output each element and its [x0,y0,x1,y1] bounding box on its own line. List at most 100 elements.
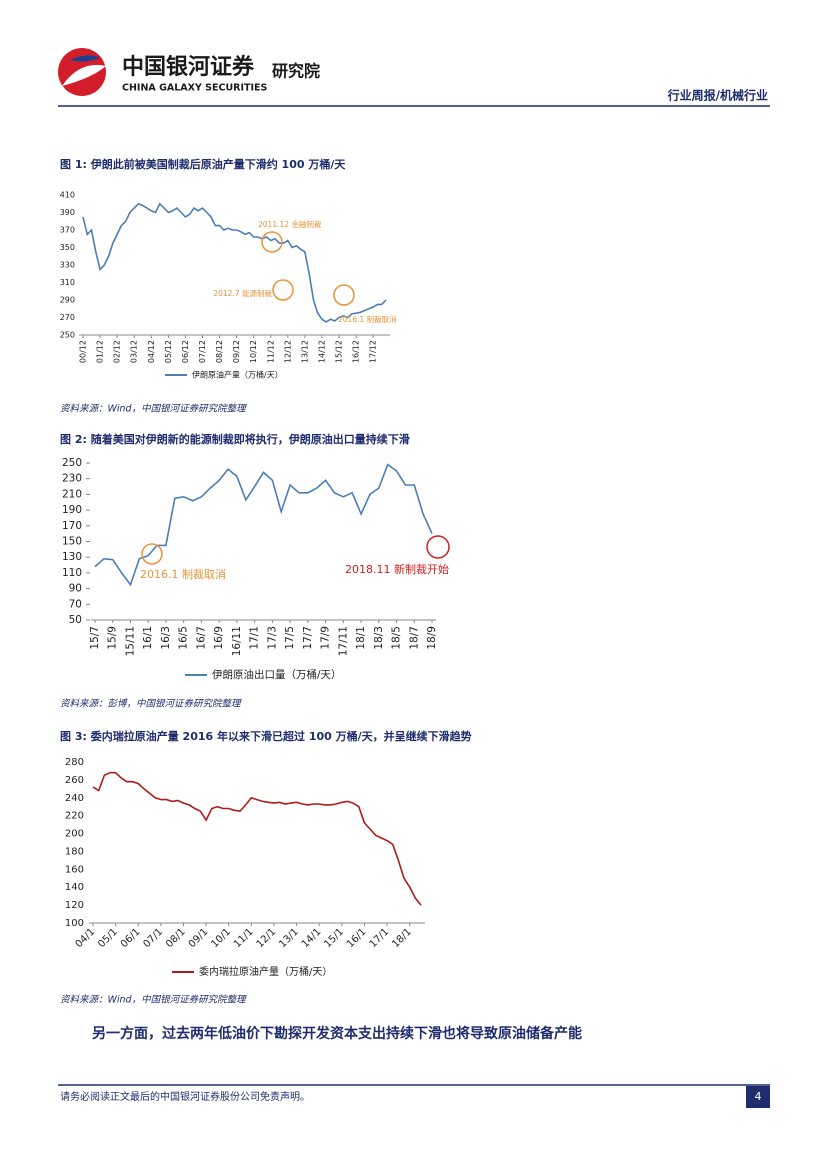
y-tick-label: 280 [65,757,84,768]
annotation-circle [141,543,163,565]
y-tick-label: 130 [62,551,82,563]
y-tick-label: 50 [69,614,82,626]
annotation-circle [426,535,450,559]
y-tick-label: 230 [62,473,82,485]
section: 行业周报/机械行业 [667,88,768,103]
x-tick-label: 01/12 [96,340,105,363]
x-tick-label: 16/12 [352,340,361,363]
x-tick-label: 11/12 [266,340,275,363]
page-box [746,1086,770,1108]
disclaimer: 请务必阅读正文最后的中国银河证券股份公司免责声明。 [60,1090,310,1103]
annotation: 2018.11 新制裁开始 [345,562,449,576]
y-tick-label: 200 [65,829,84,840]
y-tick-label: 240 [65,793,84,804]
x-tick-label: 07/12 [198,340,207,363]
x-tick-label: 17/5 [284,626,296,650]
logo-en: CHINA GALAXY SECURITIES [122,83,268,94]
x-tick-label: 04/12 [147,340,156,363]
y-tick-label: 410 [60,191,75,200]
y-tick-label: 100 [65,918,84,929]
x-tick-label: 15/1 [322,926,346,950]
y-tick-label: 170 [62,520,82,532]
y-tick-label: 90 [69,583,82,595]
caption: 图 3: 委内瑞拉原油产量 2016 年以来下滑已超过 100 万桶/天，并呈继… [60,729,472,743]
y-tick-label: 140 [65,882,84,893]
x-tick-label: 05/1 [96,926,120,950]
x-tick-label: 18/3 [373,626,385,650]
page-number: 4 [755,1090,762,1103]
x-tick-label: 00/12 [79,340,88,363]
x-tick-label: 16/11 [231,626,243,656]
x-tick-label: 10/12 [249,340,258,363]
y-tick-label: 250 [62,457,82,469]
annotation: 2011.12 金融制裁 [258,219,322,229]
x-tick-label: 07/1 [141,926,165,950]
y-tick-label: 270 [60,313,75,322]
x-tick-label: 06/12 [181,340,190,363]
x-tick-label: 15/12 [335,340,344,363]
y-tick-label: 110 [62,567,82,579]
y-tick-label: 160 [65,864,84,875]
x-tick-label: 08/1 [164,926,188,950]
legend-label: 伊朗原油产量（万桶/天） [192,370,283,380]
logo-cn: 中国银河证券 [122,54,255,80]
x-tick-label: 10/1 [209,926,233,950]
annotation-circle [333,284,355,306]
x-tick-label: 03/12 [130,340,139,363]
x-tick-label: 12/1 [255,926,279,950]
x-tick-label: 14/1 [300,926,324,950]
y-tick-label: 250 [60,331,75,340]
x-tick-label: 18/7 [408,626,420,650]
y-tick-label: 310 [60,278,75,287]
series-line [94,463,433,587]
x-tick-label: 17/1 [368,926,392,950]
x-tick-label: 16/1 [345,926,369,950]
x-tick-label: 17/1 [249,626,261,650]
y-tick-label: 70 [69,598,82,610]
annotation: 2016.1 制裁取消 [140,567,226,581]
x-tick-label: 17/7 [302,626,314,650]
x-tick-label: 15/7 [89,626,101,650]
x-tick-label: 18/9 [426,626,438,650]
x-tick-label: 14/12 [317,340,326,363]
y-tick-label: 220 [65,811,84,822]
x-tick-label: 09/1 [187,926,211,950]
x-tick-label: 15/11 [124,626,136,656]
source: 资料来源：Wind，中国银河证券研究院整理 [60,994,247,1006]
annotation-circle [272,279,294,301]
x-tick-label: 06/1 [119,926,143,950]
x-tick-label: 16/9 [213,626,225,650]
series-line [82,202,387,323]
x-tick-label: 17/3 [266,626,278,650]
annotation-circle [261,231,283,253]
y-tick-label: 180 [65,846,84,857]
y-tick-label: 390 [60,208,75,217]
logo [58,48,106,96]
x-tick-label: 05/12 [164,340,173,363]
y-tick-label: 290 [60,296,75,305]
legend-label: 委内瑞拉原油产量（万桶/天） [199,965,332,978]
y-tick-label: 350 [60,243,75,252]
y-tick-label: 150 [62,536,82,548]
y-tick-label: 330 [60,261,75,270]
body-text: 另一方面，过去两年低油价下勘探开发资本支出持续下滑也将导致原油储备产能 [92,1025,582,1042]
x-tick-label: 12/12 [283,340,292,363]
x-tick-label: 15/9 [107,626,119,650]
x-tick-label: 13/12 [300,340,309,363]
y-tick-label: 190 [62,504,82,516]
x-tick-label: 04/1 [74,926,98,950]
x-tick-label: 13/1 [277,926,301,950]
x-tick-label: 17/11 [337,626,349,656]
y-tick-label: 370 [60,226,75,235]
x-tick-label: 17/9 [320,626,332,650]
x-tick-label: 11/1 [232,926,256,950]
x-tick-label: 18/5 [391,626,403,650]
caption: 图 2: 随着美国对伊朗新的能源制裁即将执行，伊朗原油出口量持续下滑 [60,432,410,446]
y-tick-label: 260 [65,775,84,786]
x-tick-label: 16/7 [195,626,207,650]
caption: 图 1: 伊朗此前被美国制裁后原油产量下滑约 100 万桶/天 [60,157,346,171]
series-line [92,771,422,906]
x-tick-label: 16/5 [178,626,190,650]
x-tick-label: 08/12 [215,340,224,363]
